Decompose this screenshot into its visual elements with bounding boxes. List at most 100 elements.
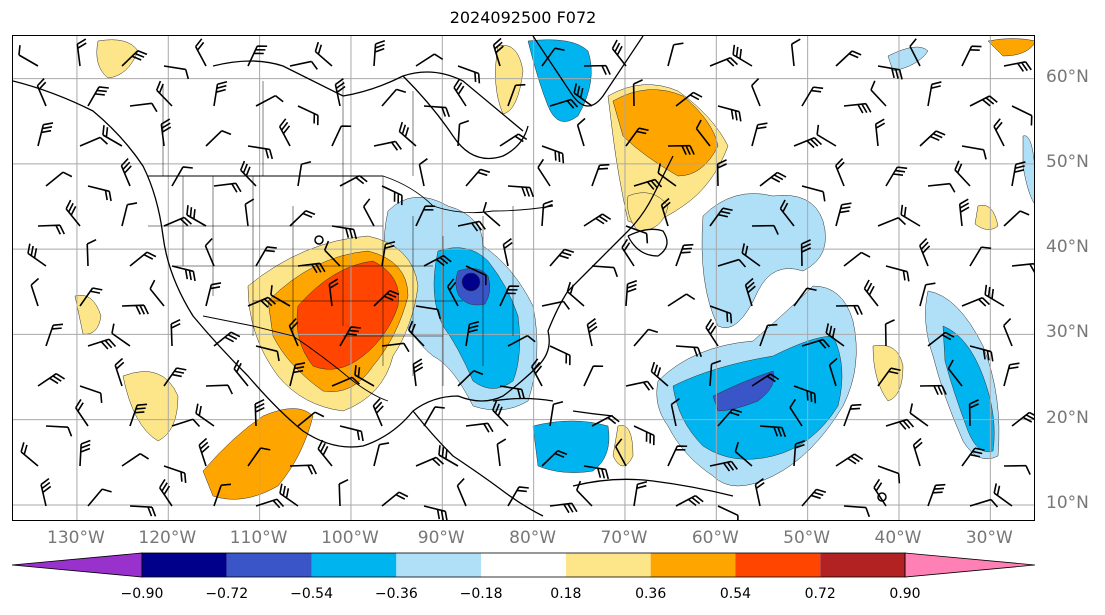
wind-barb: [825, 323, 845, 347]
wind-barb: [79, 385, 103, 404]
wind-barb: [499, 285, 520, 307]
wind-barb: [843, 251, 871, 267]
wind-barb: [828, 357, 838, 387]
wind-barb: [79, 136, 108, 147]
wind-barb: [438, 445, 459, 467]
wind-barb: [877, 465, 901, 484]
wind-barb: [129, 251, 157, 267]
wind-barb: [372, 398, 384, 427]
wind-barb: [759, 171, 787, 187]
wind-barb: [415, 305, 442, 320]
wind-barb: [418, 158, 428, 187]
wind-barb: [18, 45, 39, 67]
wind-barb: [255, 345, 280, 362]
wind-barb: [625, 127, 649, 147]
wind-barb: [114, 357, 125, 387]
wind-barb: [331, 125, 352, 147]
wind-barb: [969, 246, 992, 267]
wind-barb: [675, 243, 694, 267]
wind-barb: [87, 488, 112, 507]
positive-anomaly-north-1: [495, 45, 524, 115]
wind-barb: [289, 464, 318, 475]
wind-barb: [573, 83, 593, 107]
wind-barb: [541, 449, 568, 467]
wind-barb: [835, 202, 852, 227]
wind-barb: [423, 105, 451, 118]
longitude-label: 70°W: [600, 528, 648, 548]
wind-barb: [843, 403, 862, 427]
wind-barb: [160, 118, 172, 147]
wind-barb: [1003, 464, 1031, 475]
wind-barb: [611, 39, 627, 67]
central-america: [412, 410, 544, 517]
wind-barb: [633, 178, 663, 190]
wind-barb: [717, 408, 743, 427]
wind-barb: [159, 478, 173, 507]
wind-barb: [835, 157, 845, 187]
canada-arctic-coast: [212, 60, 524, 132]
wind-barb: [586, 318, 598, 347]
wind-barb: [984, 284, 1005, 307]
wind-barb: [492, 37, 504, 67]
us-canada-border: [148, 175, 554, 214]
wind-barb: [482, 201, 501, 227]
wind-barb: [507, 334, 536, 347]
wind-barb: [331, 225, 358, 240]
wind-barb: [186, 205, 207, 227]
wind-barb: [87, 185, 112, 202]
colorbar-tick-label: 0.90: [889, 586, 921, 602]
wind-barb: [530, 358, 543, 387]
wind-barb: [759, 323, 778, 347]
colorbar-tick-label: 0.36: [635, 586, 667, 602]
wind-barb: [254, 398, 265, 427]
wind-barb: [213, 483, 232, 507]
wind-barb: [675, 91, 703, 107]
wind-barb: [331, 376, 360, 387]
wind-barb: [171, 265, 196, 282]
wind-barb: [885, 265, 910, 282]
wind-barb: [362, 198, 375, 227]
wind-barb: [45, 323, 64, 347]
wind-barb: [667, 293, 696, 307]
wind-barb: [927, 182, 956, 193]
wind-barb: [709, 359, 722, 387]
wind-barb: [575, 480, 593, 507]
latitude-label: 50°N: [1046, 151, 1089, 172]
wind-barb: [288, 318, 299, 347]
wind-barb: [465, 320, 480, 347]
wind-barb: [549, 400, 564, 427]
positive-anomaly-newfoundland: [627, 192, 669, 232]
wind-barb: [541, 47, 565, 67]
wind-barb: [205, 129, 232, 147]
wind-barb: [709, 57, 739, 67]
wind-barb: [453, 78, 467, 107]
wind-barb: [381, 491, 409, 507]
wind-barb: [633, 328, 659, 347]
wind-barb: [129, 403, 148, 427]
wind-barb: [289, 60, 318, 70]
wind-barb: [961, 297, 991, 307]
wind-barb: [1011, 411, 1034, 427]
wind-barb: [835, 304, 863, 315]
wind-barb: [45, 425, 73, 437]
wind-barb: [591, 265, 619, 278]
wind-barb: [37, 373, 66, 387]
wind-barb: [121, 202, 138, 227]
wind-barb: [204, 238, 215, 267]
wind-barb: [457, 220, 486, 232]
wind-barb: [759, 425, 787, 438]
wind-barb: [40, 478, 52, 507]
wind-barb: [279, 483, 299, 507]
wind-barb: [549, 98, 579, 109]
wind-barb: [1003, 317, 1013, 347]
wind-barb: [412, 358, 424, 387]
wind-barb: [801, 185, 826, 202]
wind-barb: [927, 331, 955, 347]
wind-barb: [339, 425, 364, 442]
wind-barb: [961, 447, 985, 467]
wind-barb: [717, 105, 742, 122]
wind-barb: [446, 278, 459, 307]
wind-barb: [885, 418, 915, 430]
wind-barb: [843, 505, 871, 518]
wind-barb: [732, 44, 753, 67]
